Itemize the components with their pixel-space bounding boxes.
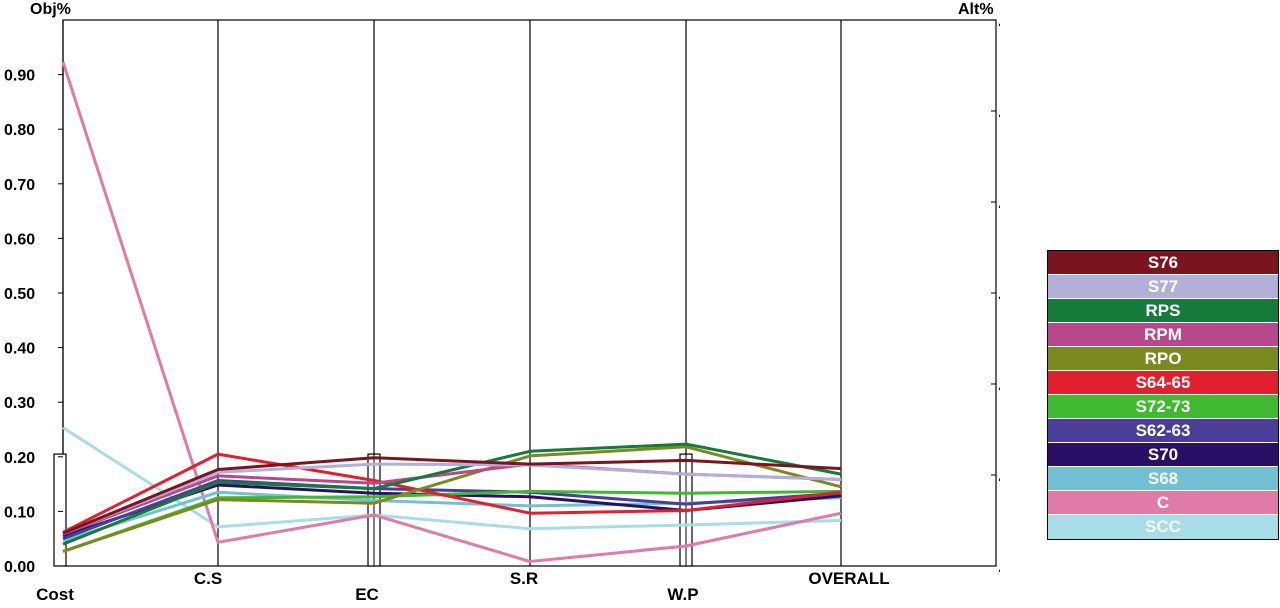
legend-label: S64-65 bbox=[1135, 372, 1191, 392]
category-label: Cost bbox=[36, 585, 74, 604]
series-line-s77 bbox=[62, 462, 842, 535]
left-tick-label: 0.70 bbox=[4, 177, 35, 194]
legend-item-s64-65: S64-65 bbox=[1048, 371, 1278, 395]
legend-label: S76 bbox=[1147, 252, 1179, 272]
series-line-s64-65 bbox=[62, 452, 842, 534]
legend-item-s70: S70 bbox=[1048, 443, 1278, 467]
legend-item-s77: S77 bbox=[1048, 275, 1278, 299]
left-tick-label: 0.90 bbox=[4, 68, 35, 85]
right-tick-label: .40 bbox=[998, 195, 1000, 212]
left-axis-title: Obj% bbox=[30, 1, 71, 18]
legend-label: C bbox=[1156, 492, 1170, 512]
series-line-s76 bbox=[62, 456, 842, 535]
left-tick-label: 0.60 bbox=[4, 231, 35, 248]
legend-item-rps: RPS bbox=[1048, 299, 1278, 323]
legend-label: S77 bbox=[1147, 276, 1179, 296]
right-tick-label: .10 bbox=[998, 468, 1000, 485]
legend-item-s76: S76 bbox=[1048, 251, 1278, 275]
objective-weight-bar bbox=[53, 453, 67, 567]
legend-item-rpm: RPM bbox=[1048, 323, 1278, 347]
right-tick-label: .30 bbox=[998, 286, 1000, 303]
series-line-rpo bbox=[62, 445, 842, 553]
category-label: EC bbox=[355, 585, 379, 604]
legend-item-s68: S68 bbox=[1048, 467, 1278, 491]
left-tick-label: 0.20 bbox=[4, 450, 35, 467]
right-axis-title: Alt% bbox=[958, 1, 994, 18]
left-tick-label: 0.00 bbox=[4, 559, 35, 576]
legend-label: RPS bbox=[1145, 300, 1181, 320]
legend-label: S62-63 bbox=[1135, 420, 1191, 440]
legend-item-c: C bbox=[1048, 491, 1278, 515]
axis-labels: 0.00 0.10 0.20 0.30 0.40 0.50 0.60 0.70 0.80 0.90… bbox=[4, 1, 1000, 604]
category-label: C.S bbox=[194, 569, 222, 588]
left-tick-label: 0.40 bbox=[4, 341, 35, 358]
legend-label: S70 bbox=[1147, 444, 1179, 464]
category-label: W.P bbox=[667, 585, 698, 604]
legend-label: S72-73 bbox=[1135, 396, 1191, 416]
chart-canvas: 0.00 0.10 0.20 0.30 0.40 0.50 0.60 0.70 0.80 0.90… bbox=[4, 1, 1000, 604]
series-line-scc bbox=[62, 426, 842, 531]
right-tick-label: .00 bbox=[998, 559, 1000, 576]
legend-item-rpo: RPO bbox=[1048, 347, 1278, 371]
category-label: OVERALL bbox=[808, 569, 889, 588]
left-tick-label: 0.30 bbox=[4, 395, 35, 412]
series-line-c bbox=[61, 61, 842, 563]
left-tick-label: 0.80 bbox=[4, 122, 35, 139]
right-tick-label: .20 bbox=[998, 377, 1000, 394]
right-tick-label: .60 bbox=[998, 13, 1000, 30]
legend-item-s62-63: S62-63 bbox=[1048, 419, 1278, 443]
legend-label: RPM bbox=[1144, 324, 1182, 344]
legend-label: SCC bbox=[1145, 517, 1181, 536]
legend-label: RPO bbox=[1144, 348, 1182, 368]
legend-item-s72-73: S72-73 bbox=[1048, 395, 1278, 419]
series-line-s62-63 bbox=[62, 479, 842, 541]
right-tick-label: .50 bbox=[998, 104, 1000, 121]
left-tick-label: 0.50 bbox=[4, 286, 35, 303]
legend-label: S68 bbox=[1147, 468, 1179, 488]
left-tick-label: 0.10 bbox=[4, 504, 35, 521]
category-label: S.R bbox=[510, 569, 538, 588]
series-line-rps bbox=[62, 442, 842, 546]
series-line-s68 bbox=[62, 490, 842, 542]
legend-item-scc: SCC bbox=[1048, 515, 1278, 539]
legend: S76 S77 RPS RPM RPO S64-65 S72-73 S62-63 S70 S68 C… bbox=[1047, 250, 1279, 540]
series-lines bbox=[61, 61, 842, 563]
